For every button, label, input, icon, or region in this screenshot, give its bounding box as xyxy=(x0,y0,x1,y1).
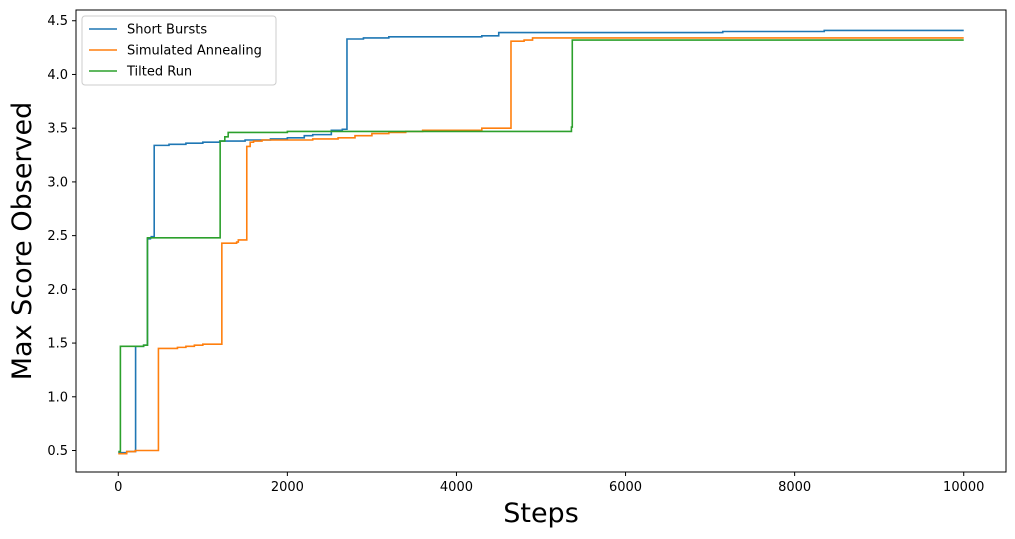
x-axis-title: Steps xyxy=(503,498,579,529)
y-tick-label: 4.5 xyxy=(47,14,68,29)
plot-frame xyxy=(75,9,1007,473)
y-tick-label: 3.5 xyxy=(47,122,68,137)
legend-box xyxy=(81,15,277,86)
x-tick-label: 6000 xyxy=(609,480,642,495)
legend-label-0: Short Bursts xyxy=(127,23,207,38)
x-tick-label: 10000 xyxy=(943,480,984,495)
y-tick-label: 2.0 xyxy=(47,283,68,298)
y-tick-label: 1.5 xyxy=(47,337,68,352)
legend-label-2: Tilted Run xyxy=(126,65,192,80)
series-line-2 xyxy=(118,39,964,453)
legend-label-1: Simulated Annealing xyxy=(127,44,262,59)
y-tick-label: 4.0 xyxy=(47,68,68,83)
series-line-0 xyxy=(118,29,964,454)
x-tick-label: 8000 xyxy=(778,480,811,495)
y-tick-label: 0.5 xyxy=(47,444,68,459)
y-axis-title: Max Score Observed xyxy=(7,102,38,381)
legend: Short Bursts Simulated Annealing Tilted Ru… xyxy=(81,15,277,86)
y-tick-label: 1.0 xyxy=(47,390,68,405)
x-tick-label: 2000 xyxy=(271,480,304,495)
x-tick-label: 4000 xyxy=(440,480,473,495)
x-tick-label: 0 xyxy=(114,480,122,495)
x-axis: 0 2000 4000 6000 8000 10000 xyxy=(114,472,984,495)
plot-lines xyxy=(118,29,964,455)
series-line-1 xyxy=(118,37,964,455)
y-tick-label: 2.5 xyxy=(47,229,68,244)
y-axis: 0.5 1.0 1.5 2.0 2.5 3.0 3.5 4.0 4.5 xyxy=(47,14,76,459)
y-tick-label: 3.0 xyxy=(47,175,68,190)
